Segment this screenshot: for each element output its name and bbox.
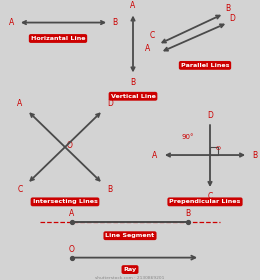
Text: D: D bbox=[229, 14, 235, 23]
Text: D: D bbox=[207, 111, 213, 120]
Text: Intersecting Lines: Intersecting Lines bbox=[32, 199, 98, 204]
Text: A: A bbox=[9, 18, 15, 27]
Text: Parallel Lines: Parallel Lines bbox=[181, 63, 229, 68]
Text: D: D bbox=[107, 99, 113, 108]
Text: A: A bbox=[145, 44, 151, 53]
Text: O: O bbox=[67, 141, 73, 150]
Text: A: A bbox=[69, 209, 75, 218]
Text: B: B bbox=[107, 185, 113, 194]
Text: B: B bbox=[112, 18, 118, 27]
Text: Horizantal Line: Horizantal Line bbox=[31, 36, 85, 41]
Text: Vertical Line: Vertical Line bbox=[110, 94, 155, 99]
Text: C: C bbox=[207, 192, 213, 201]
Text: 90°: 90° bbox=[182, 134, 194, 140]
Text: C: C bbox=[17, 185, 23, 194]
Text: O: O bbox=[216, 146, 220, 151]
Text: shutterstock.com · 2130869201: shutterstock.com · 2130869201 bbox=[95, 276, 165, 279]
Text: A: A bbox=[130, 1, 136, 10]
Text: Line Segment: Line Segment bbox=[105, 233, 155, 238]
Text: C: C bbox=[150, 31, 155, 40]
Text: O: O bbox=[69, 245, 75, 254]
Text: A: A bbox=[152, 151, 158, 160]
Text: B: B bbox=[225, 4, 231, 13]
Text: B: B bbox=[252, 151, 258, 160]
Text: Ray: Ray bbox=[124, 267, 136, 272]
Text: A: A bbox=[17, 99, 23, 108]
Text: B: B bbox=[185, 209, 191, 218]
Text: Prependicular Lines: Prependicular Lines bbox=[169, 199, 241, 204]
Text: B: B bbox=[131, 78, 135, 87]
